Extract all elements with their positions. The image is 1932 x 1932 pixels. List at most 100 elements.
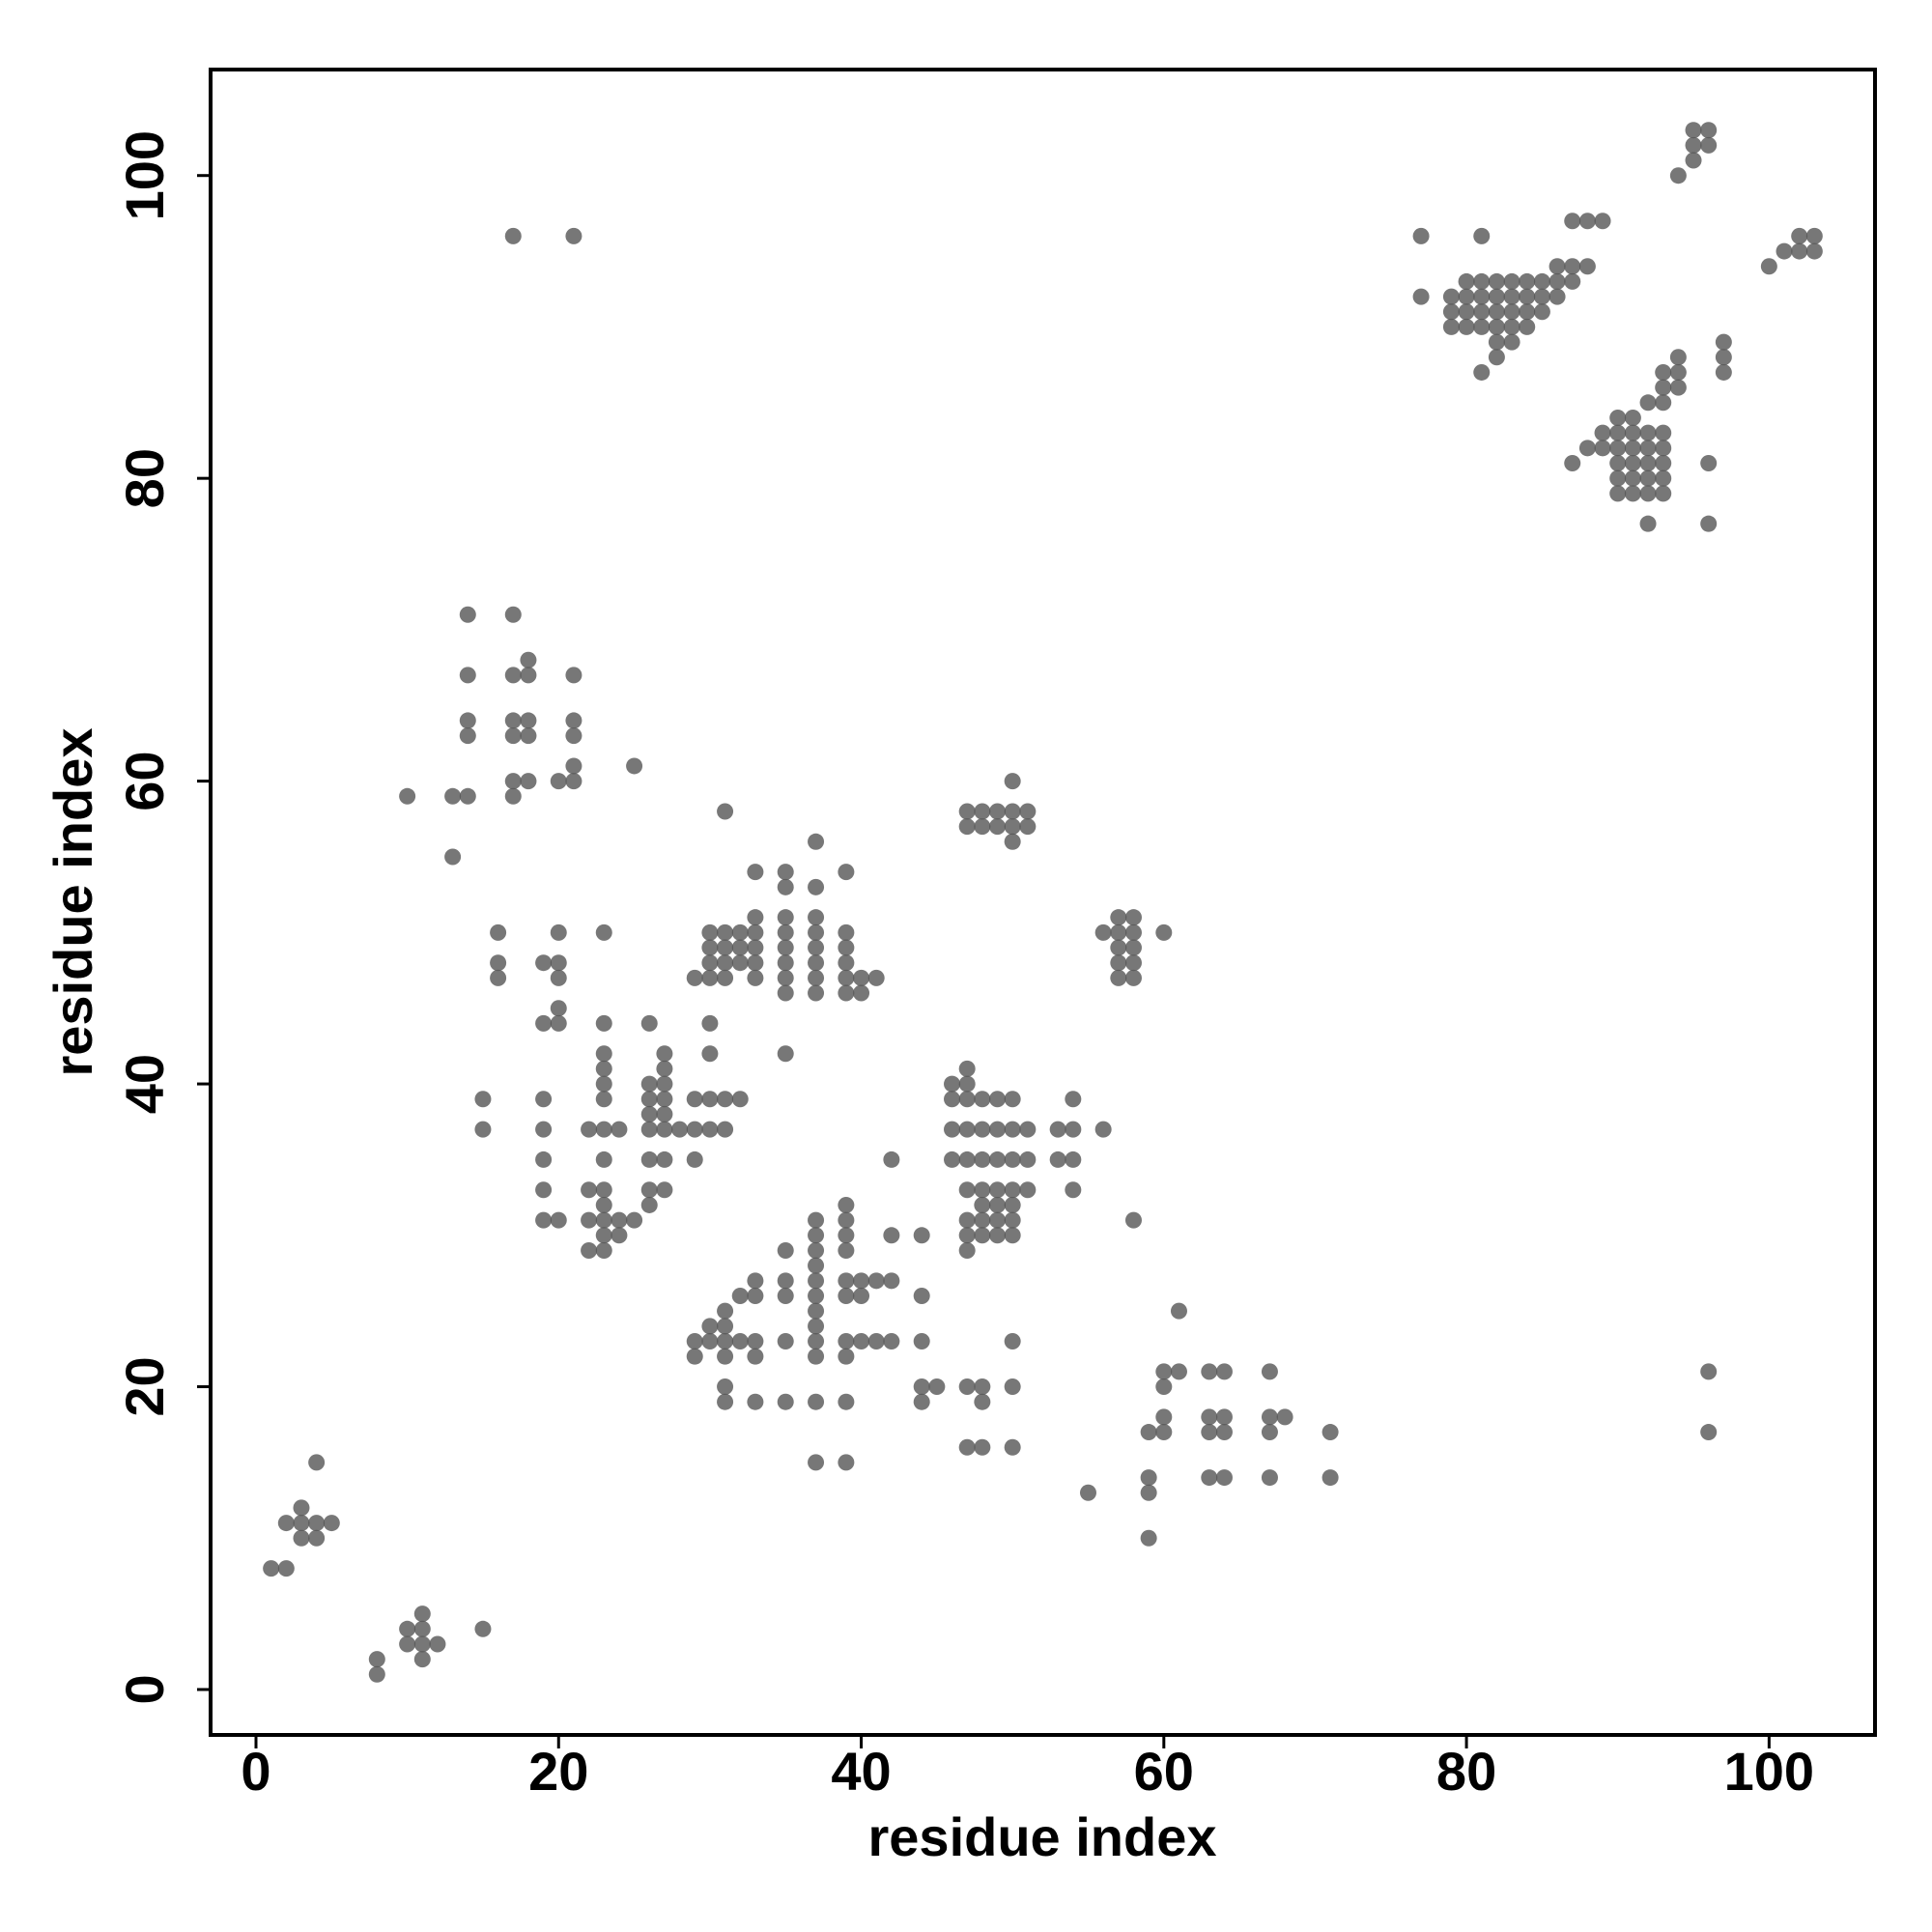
point — [958, 1211, 976, 1229]
point — [1004, 1211, 1021, 1229]
point — [777, 1393, 794, 1410]
point — [1533, 288, 1550, 305]
point — [459, 712, 476, 729]
point — [1548, 258, 1566, 275]
point — [504, 773, 522, 790]
point — [1578, 258, 1596, 275]
point — [808, 1318, 825, 1335]
point — [1503, 333, 1520, 351]
point — [1201, 1363, 1218, 1380]
point — [717, 803, 734, 820]
point — [1624, 469, 1641, 487]
point — [1503, 272, 1520, 290]
point — [640, 1196, 658, 1213]
point — [1639, 424, 1657, 441]
point — [989, 1181, 1007, 1199]
point — [913, 1227, 930, 1244]
point — [1715, 349, 1732, 366]
point — [520, 667, 537, 684]
point — [611, 1227, 628, 1244]
point — [550, 969, 567, 986]
point — [974, 1438, 991, 1456]
point — [717, 1378, 734, 1396]
point — [1110, 939, 1127, 956]
point — [550, 954, 567, 972]
point — [293, 1515, 310, 1532]
point — [717, 1333, 734, 1350]
point — [1458, 318, 1475, 335]
point — [777, 1241, 794, 1259]
point — [413, 1651, 431, 1668]
point — [1685, 136, 1702, 154]
point — [293, 1499, 310, 1517]
point — [1700, 454, 1718, 471]
point — [1004, 1091, 1021, 1108]
point — [989, 1196, 1007, 1213]
point — [504, 667, 522, 684]
point — [611, 1121, 628, 1138]
point — [1624, 409, 1641, 426]
point — [474, 1121, 492, 1138]
point — [717, 1393, 734, 1410]
point — [595, 1211, 612, 1229]
point — [1639, 394, 1657, 412]
point — [504, 606, 522, 623]
point — [989, 1211, 1007, 1229]
point — [1261, 1424, 1278, 1441]
point — [974, 818, 991, 836]
point — [1019, 1181, 1037, 1199]
point — [1473, 318, 1491, 335]
point — [308, 1529, 326, 1547]
point — [1533, 303, 1550, 321]
point — [520, 773, 537, 790]
point — [1170, 1302, 1187, 1320]
point — [808, 833, 825, 850]
point — [1094, 1121, 1112, 1138]
x-tick-label: 0 — [241, 1741, 270, 1802]
point — [1049, 1151, 1066, 1168]
point — [701, 969, 719, 986]
point — [1715, 363, 1732, 381]
point — [656, 1091, 673, 1108]
point — [1639, 469, 1657, 487]
point — [913, 1287, 930, 1304]
point — [308, 1515, 326, 1532]
point — [913, 1393, 930, 1410]
point — [747, 1393, 764, 1410]
point — [777, 1333, 794, 1350]
point — [883, 1272, 900, 1290]
point — [1805, 242, 1823, 260]
point — [989, 1227, 1007, 1244]
point — [535, 1181, 553, 1199]
point — [1519, 303, 1536, 321]
point — [1805, 227, 1823, 244]
point — [640, 1075, 658, 1093]
point — [747, 954, 764, 972]
point — [1624, 485, 1641, 502]
point — [565, 773, 582, 790]
point — [626, 757, 643, 775]
point — [550, 773, 567, 790]
point — [1488, 349, 1505, 366]
point — [747, 923, 764, 941]
point — [731, 923, 749, 941]
point — [808, 1227, 825, 1244]
point — [928, 1378, 946, 1396]
point — [808, 909, 825, 926]
point — [1564, 258, 1581, 275]
point — [1655, 394, 1672, 412]
point — [595, 1227, 612, 1244]
point — [444, 787, 462, 805]
point — [717, 923, 734, 941]
point — [701, 1333, 719, 1350]
point — [1110, 954, 1127, 972]
point — [595, 1241, 612, 1259]
point — [368, 1651, 385, 1668]
point — [595, 1045, 612, 1063]
point — [1065, 1091, 1082, 1108]
point — [747, 939, 764, 956]
point — [838, 1348, 855, 1365]
point — [1215, 1408, 1233, 1426]
point — [853, 969, 870, 986]
point — [1412, 227, 1430, 244]
